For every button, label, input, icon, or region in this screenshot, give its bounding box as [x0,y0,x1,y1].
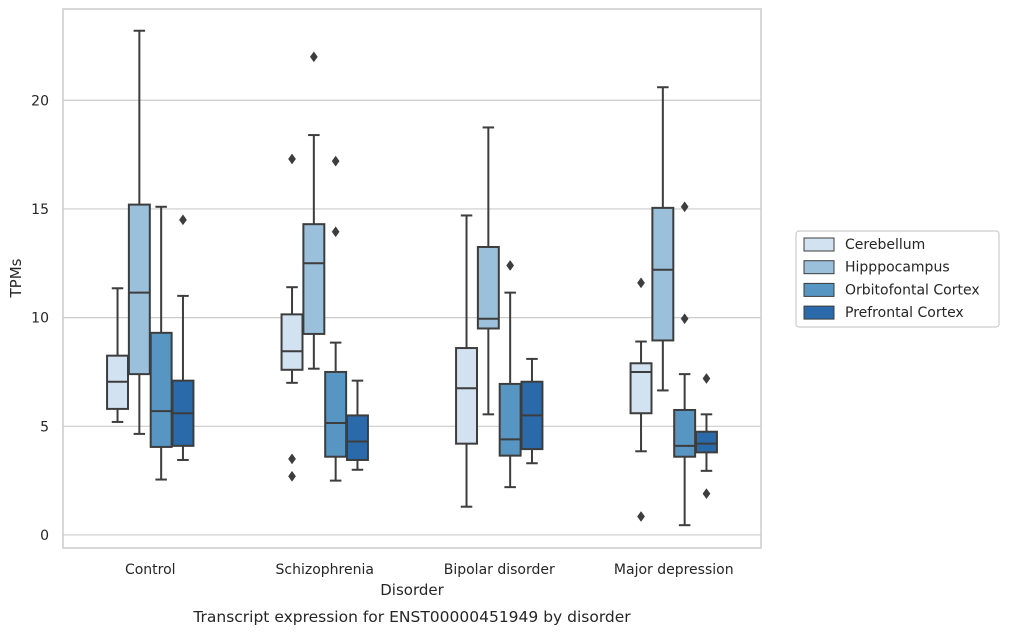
box-iqr [127,203,151,376]
x-tick-label: Major depression [614,562,734,578]
outlier-point [179,214,187,226]
outlier-point [288,153,296,165]
outlier-point [637,511,645,522]
box [302,51,326,370]
legend-frame [795,230,1000,328]
outlier-point [680,201,689,213]
box [127,29,151,435]
box-iqr [673,408,697,458]
legend-label: Orbitofontal Cortex [845,282,980,298]
legend-swatch [803,305,835,320]
box [651,86,675,392]
box-iqr [498,382,522,457]
plot-frame [62,8,762,549]
box [455,214,479,508]
chart-caption: Transcript expression for ENST0000045194… [192,608,631,626]
box-iqr [302,223,326,335]
outlier-point [288,470,296,482]
x-tick-label: Bipolar disorder [444,562,555,578]
y-tick-label: 0 [40,528,49,544]
y-axis-ticks: 0 5 10 15 20 [31,93,49,544]
box [476,126,500,416]
box [280,153,304,482]
outlier-point [702,488,711,500]
box [106,287,130,423]
box [149,205,173,481]
legend-swatch [803,237,835,252]
outlier-point [680,313,689,325]
legend: Cerebellum Hipppocampus Orbitofontal Corte… [795,230,1000,328]
box [520,357,544,465]
box-iqr [149,331,173,448]
box [324,155,348,482]
box-iqr [280,313,304,371]
box-iqr [476,245,500,330]
box-iqr [324,370,348,458]
y-tick-label: 10 [31,311,49,327]
x-axis-title: Disorder [380,581,444,599]
box-iqr [651,206,675,342]
y-axis-title: TPMs [7,258,25,298]
legend-label: Cerebellum [845,237,925,253]
legend-swatch [803,260,835,275]
box [345,379,369,471]
box [673,201,697,527]
box-series [106,29,718,527]
outlier-point [309,51,318,63]
legend-swatch [803,282,835,297]
box [694,373,718,500]
legend-label: Prefrontal Cortex [845,305,964,321]
x-axis-ticks: Control Schizophrenia Bipolar disorder Majo… [125,562,734,578]
box-iqr [629,362,653,415]
x-tick-label: Control [125,562,176,578]
box-iqr [694,430,718,454]
x-tick-label: Schizophrenia [276,562,374,578]
outlier-point [288,453,296,465]
y-tick-label: 20 [31,93,49,109]
box-iqr [455,347,479,445]
y-tick-label: 5 [40,419,49,435]
box-iqr [345,414,369,461]
outlier-point [331,155,340,167]
box [629,277,653,522]
outlier-point [506,260,515,271]
legend-label: Hipppocampus [845,260,950,276]
box [498,260,522,489]
plot-area [63,9,761,548]
outlier-point [637,277,645,289]
y-tick-label: 15 [31,202,49,218]
outlier-point [702,373,711,384]
box [171,214,195,461]
outlier-point [331,226,340,238]
